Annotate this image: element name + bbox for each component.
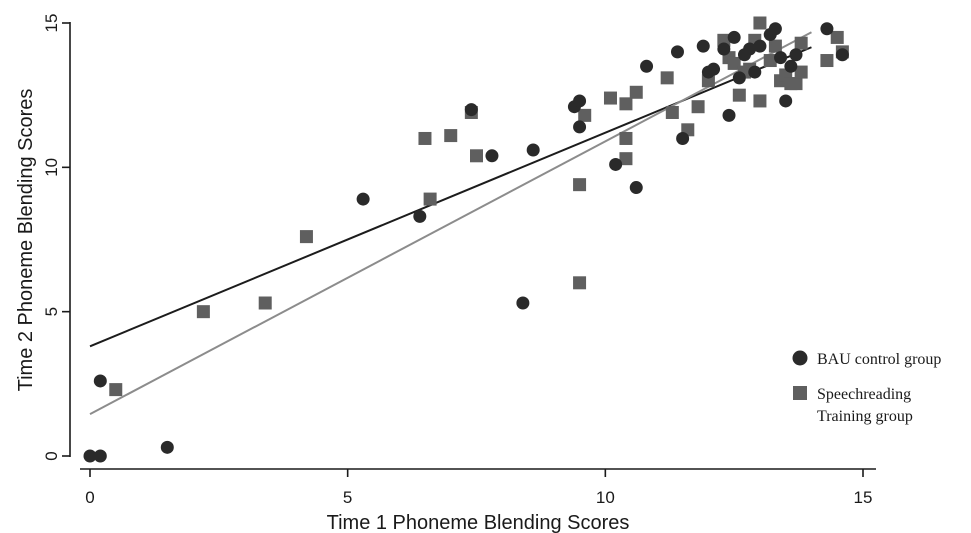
speechreading-point [423, 192, 437, 206]
speechreading-point [619, 97, 633, 111]
bau-point [93, 374, 107, 388]
bau-point [779, 94, 793, 108]
speechreading-point [768, 39, 782, 53]
bau-point [83, 449, 97, 463]
speechreading-point [691, 100, 705, 114]
speechreading-point [753, 16, 767, 30]
speechreading-point [196, 305, 210, 319]
bau-point [573, 94, 587, 108]
legend-marker-bau [792, 350, 808, 366]
bau-point [784, 59, 798, 73]
bau-point [640, 59, 654, 73]
speechreading-point [573, 276, 587, 290]
bau-point [160, 440, 174, 454]
speechreading-point [789, 77, 803, 91]
bau-point [93, 449, 107, 463]
x-tick-label: 10 [596, 488, 615, 507]
speechreading-point [603, 91, 617, 105]
bau-point [609, 157, 623, 171]
y-tick-label: 15 [42, 14, 61, 33]
speechreading-point [258, 296, 272, 310]
y-tick-label: 10 [42, 158, 61, 177]
speechreading-point [299, 230, 313, 244]
speechreading-point [763, 54, 777, 68]
bau-point [774, 51, 788, 65]
x-tick-label: 15 [854, 488, 873, 507]
bau-point [820, 22, 834, 36]
bau-point [789, 48, 803, 62]
speechreading-point [732, 88, 746, 102]
speechreading-point [444, 129, 458, 143]
bau-point [696, 39, 710, 53]
bau-point [516, 296, 530, 310]
speechreading-point [573, 178, 587, 192]
y-tick-label: 5 [42, 307, 61, 316]
bau-point [485, 149, 499, 163]
y-axis-title: Time 2 Phoneme Blending Scores [15, 89, 37, 392]
bau-point [464, 103, 478, 117]
speechreading-point [418, 131, 432, 145]
speechreading-point [629, 85, 643, 99]
legend-label-speechreading-line2: Training group [817, 408, 913, 425]
bau-point [526, 143, 540, 157]
x-tick-label: 5 [343, 488, 352, 507]
bau-point [707, 62, 721, 76]
y-tick-label: 0 [42, 451, 61, 460]
speechreading-point [753, 94, 767, 108]
speechreading-point [794, 65, 808, 79]
speechreading-point [619, 131, 633, 145]
legend-marker-speechreading [793, 386, 807, 400]
y-axis-ticks: 0 5 10 15 [42, 14, 70, 461]
speechreading-point [830, 30, 844, 44]
speechreading-point [794, 36, 808, 50]
bau-point [727, 30, 741, 44]
speechreading-point [665, 105, 679, 119]
bau-point [835, 48, 849, 62]
bau-point [717, 42, 731, 56]
speechreading-point [578, 108, 592, 122]
speechreading-point [727, 56, 741, 70]
legend-label-speechreading-line1: Speechreading [817, 386, 911, 403]
speechreading-point [109, 383, 123, 397]
bau-point [413, 209, 427, 223]
speechreading-point [660, 71, 674, 85]
fit-line-bau [89, 46, 812, 348]
bau-point [722, 108, 736, 122]
speechreading-point [470, 149, 483, 163]
x-axis-ticks: 0 5 10 15 [85, 469, 872, 507]
bau-point [573, 120, 587, 134]
bau-point [670, 45, 684, 59]
legend-label-bau: BAU control group [817, 351, 941, 368]
x-tick-label: 0 [85, 488, 94, 507]
fit-line-speechreading [89, 31, 812, 416]
bau-point [676, 131, 690, 145]
plot-area [83, 16, 849, 463]
bau-point [768, 22, 782, 36]
speechreading-point [820, 54, 834, 68]
speechreading-point [619, 152, 633, 166]
bau-point [748, 65, 762, 79]
bau-point [356, 192, 370, 206]
bau-point [629, 181, 643, 195]
bau-point [743, 42, 757, 56]
bau-point [732, 71, 746, 85]
legend: BAU control group Speechreading Training… [792, 350, 941, 425]
legend-label-speechreading: Speechreading Training group [817, 386, 915, 425]
bau-point [753, 39, 767, 53]
x-axis-title: Time 1 Phoneme Blending Scores [327, 512, 630, 533]
